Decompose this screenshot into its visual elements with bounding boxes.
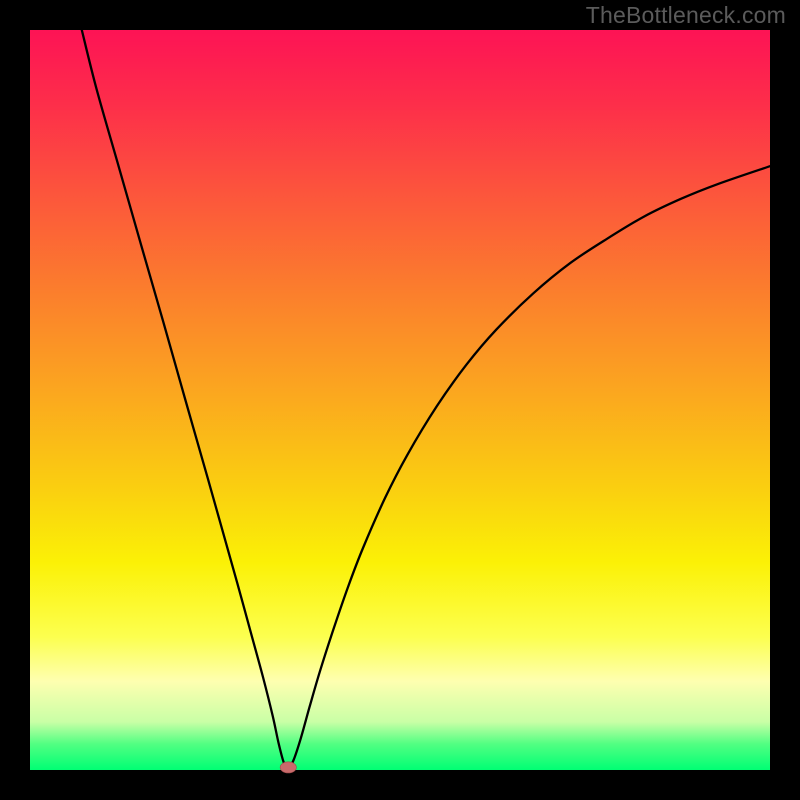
plot-background [30,30,770,770]
chart-frame: TheBottleneck.com [0,0,800,800]
bottleneck-curve-chart [0,0,800,800]
optimal-point-marker [280,762,296,773]
watermark-text: TheBottleneck.com [586,2,786,29]
